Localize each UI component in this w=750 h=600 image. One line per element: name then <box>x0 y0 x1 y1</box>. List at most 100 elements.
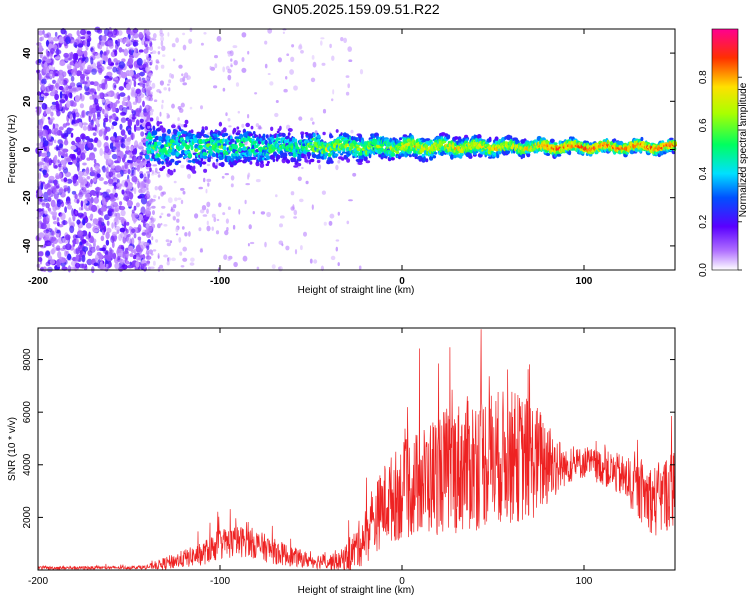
signal-blob <box>345 133 349 137</box>
noise-blob <box>81 122 88 126</box>
noise-blob <box>122 96 129 102</box>
signal-blob <box>161 127 166 133</box>
noise-blob <box>68 127 74 131</box>
noise-blob <box>37 189 43 197</box>
signal-blob <box>198 144 204 149</box>
signal-blob <box>339 140 342 144</box>
noise-blob <box>66 178 73 184</box>
noise-blob <box>45 202 50 209</box>
noise-blob <box>49 118 54 123</box>
snr-series <box>37 329 676 571</box>
scatter-blob <box>145 81 149 87</box>
noise-blob <box>131 35 134 42</box>
spectrogram-ytick-label: -20 <box>22 190 33 205</box>
noise-blob <box>53 179 58 186</box>
scatter-blob <box>232 45 238 49</box>
noise-blob <box>67 33 73 38</box>
signal-blob <box>488 136 492 142</box>
scatter-blob <box>180 102 185 108</box>
colorbar-tick-label: 0.6 <box>698 118 709 132</box>
scatter-blob <box>152 249 157 252</box>
noise-blob <box>111 121 118 126</box>
noise-blob <box>69 225 75 234</box>
scatter-blob <box>199 248 203 253</box>
scatter-blob <box>345 91 350 96</box>
signal-blob <box>342 151 346 154</box>
noise-blob <box>40 182 44 190</box>
noise-blob <box>81 239 87 244</box>
noise-blob <box>40 122 43 130</box>
noise-blob <box>51 104 55 109</box>
scatter-blob <box>335 164 339 171</box>
scatter-blob <box>152 164 158 167</box>
noise-blob <box>53 156 58 164</box>
signal-blob <box>175 136 178 142</box>
noise-blob <box>40 36 44 41</box>
noise-blob <box>103 108 109 117</box>
spectrogram-ytick-label: 20 <box>22 95 33 107</box>
signal-blob <box>171 124 176 129</box>
scatter-blob <box>161 45 166 51</box>
scatter-blob <box>171 103 175 109</box>
scatter-blob <box>228 125 232 128</box>
noise-blob <box>96 245 100 252</box>
noise-blob <box>59 172 62 180</box>
spectrogram-xtick-label: -200 <box>28 276 48 287</box>
signal-blob <box>516 139 519 142</box>
noise-blob <box>137 195 143 199</box>
signal-blob <box>220 161 225 168</box>
signal-blob <box>296 146 300 150</box>
scatter-blob <box>335 246 338 252</box>
noise-blob <box>75 112 80 118</box>
noise-blob <box>96 95 101 100</box>
signal-blob <box>440 132 446 136</box>
scatter-blob <box>178 64 183 69</box>
noise-blob <box>63 52 69 58</box>
noise-blob <box>84 136 90 141</box>
scatter-blob <box>189 262 195 266</box>
noise-blob <box>59 79 65 85</box>
noise-blob <box>131 176 138 183</box>
noise-blob <box>113 58 118 63</box>
noise-blob <box>120 129 126 136</box>
noise-blob <box>79 223 83 229</box>
scatter-blob <box>150 223 156 229</box>
signal-blob <box>556 153 562 157</box>
noise-blob <box>89 108 94 114</box>
noise-blob <box>107 31 114 38</box>
noise-blob <box>107 158 112 164</box>
noise-blob <box>43 191 49 200</box>
noise-blob <box>105 159 109 166</box>
signal-blob <box>236 130 241 133</box>
noise-blob <box>142 63 148 68</box>
scatter-blob <box>216 35 222 42</box>
noise-blob <box>133 205 137 211</box>
noise-blob <box>72 119 78 124</box>
noise-blob <box>109 197 116 202</box>
scatter-blob <box>146 213 151 218</box>
scatter-blob <box>206 163 211 167</box>
scatter-blob <box>145 96 150 101</box>
noise-blob <box>43 33 50 38</box>
noise-blob <box>136 164 140 172</box>
scatter-blob <box>169 240 173 244</box>
noise-blob <box>54 56 61 60</box>
noise-blob <box>126 28 131 35</box>
scatter-blob <box>147 86 151 90</box>
signal-blob <box>341 157 345 161</box>
noise-blob <box>115 100 120 104</box>
noise-blob <box>103 117 109 123</box>
signal-blob <box>236 138 240 143</box>
scatter-blob <box>230 64 233 68</box>
noise-blob <box>48 175 55 181</box>
noise-blob <box>141 232 147 236</box>
spectrogram-signal-layer <box>144 117 677 176</box>
signal-blob <box>425 138 431 141</box>
noise-blob <box>55 49 62 55</box>
signal-blob <box>357 162 363 165</box>
scatter-blob <box>163 224 168 227</box>
scatter-blob <box>182 76 186 83</box>
noise-blob <box>123 38 127 43</box>
signal-blob <box>398 137 403 141</box>
